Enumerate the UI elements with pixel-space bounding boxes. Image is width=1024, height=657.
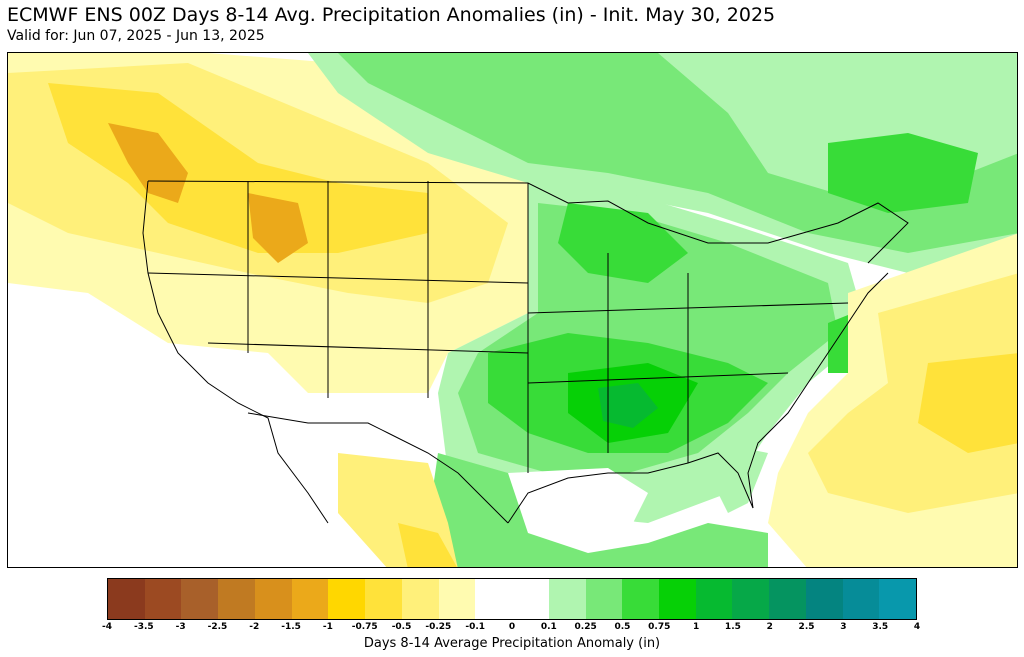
dry-region-idaho-deep	[248, 193, 308, 263]
colorbar-swatch	[475, 579, 513, 619]
colorbar-tick-label: -2.5	[207, 622, 228, 632]
colorbar-swatch	[695, 579, 733, 619]
colorbar-tick-label: 0.25	[574, 622, 597, 632]
colorbar-swatch	[805, 579, 843, 619]
colorbar-swatch	[732, 579, 770, 619]
precipitation-anomaly-map	[7, 52, 1018, 568]
political-borders	[142, 180, 909, 524]
state-line-8	[527, 372, 789, 384]
dry-region-atlantic-mid	[808, 273, 1017, 513]
colorbar-tick-label: -3	[175, 622, 186, 632]
wet-region-michigan	[558, 203, 688, 283]
dry-region-sierra-strong	[398, 523, 457, 567]
us-canada-border	[147, 180, 909, 264]
state-line-5	[147, 272, 529, 284]
neutral-region-southwest	[8, 293, 438, 523]
colorbar-swatch	[622, 579, 660, 619]
west-coastline	[142, 180, 329, 524]
colorbar-label: Days 8-14 Average Precipitation Anomaly …	[363, 636, 661, 651]
map-subtitle: Valid for: Jun 07, 2025 - Jun 13, 2025	[7, 28, 265, 44]
colorbar-tick-label: 2	[766, 622, 773, 632]
colorbar-swatch	[512, 579, 549, 619]
wet-region-canada-mid	[338, 53, 1017, 253]
colorbar-swatch	[842, 579, 880, 619]
colorbar-swatch	[365, 579, 402, 619]
colorbar	[107, 578, 917, 620]
colorbar-tick-label: -3.5	[133, 622, 154, 632]
state-line-6	[207, 342, 529, 354]
colorbar-swatch	[328, 579, 366, 619]
colorbar-swatch	[438, 579, 476, 619]
colorbar-tick-label: -0.75	[351, 622, 378, 632]
colorbar-swatch	[769, 579, 806, 619]
colorbar-swatch	[401, 579, 439, 619]
neutral-region-gulf	[508, 468, 648, 543]
colorbar-tick-label: 4	[913, 622, 921, 632]
colorbar-swatch	[659, 579, 696, 619]
colorbar-tick-label: 3.5	[872, 622, 889, 632]
wet-region-mexico	[428, 453, 768, 567]
colorbar-tick-label: 2.5	[798, 622, 815, 632]
colorbar-swatch	[585, 579, 623, 619]
colorbar-swatch	[548, 579, 586, 619]
colorbar-swatch	[144, 579, 182, 619]
colorbar-tick-label: -1	[322, 622, 333, 632]
colorbar-tick-label: 1	[692, 622, 700, 632]
colorbar-swatch	[291, 579, 329, 619]
colorbar-tick-label: 3	[840, 622, 847, 632]
colorbar-tick-label: -0.25	[425, 622, 452, 632]
wet-region-florida	[708, 443, 768, 513]
colorbar-swatch	[879, 579, 917, 619]
us-mexico-border	[247, 412, 509, 524]
colorbar-swatch	[181, 579, 219, 619]
colorbar-ticks: -4 -3.5 -3 -2.5 -2 -1.5 -1 -0.75 -0.5 -0.25 -0.1 0 0…	[102, 622, 921, 636]
wet-region-mississippi-deepest	[598, 383, 658, 428]
colorbar-swatch	[108, 579, 145, 619]
map-title: ECMWF ENS 00Z Days 8-14 Avg. Precipitati…	[7, 4, 776, 26]
colorbar-tick-label: -4	[102, 622, 112, 632]
colorbar-swatch	[218, 579, 255, 619]
colorbar-tick-label: 1.5	[724, 622, 741, 632]
wet-region-quebec-deep	[828, 133, 978, 213]
colorbar-tick-label: 0.1	[540, 622, 557, 632]
colorbar-tick-label: -1.5	[281, 622, 301, 632]
gulf-coastline	[507, 452, 754, 524]
state-line-10	[527, 302, 849, 314]
colorbar-tick-label: 0.75	[648, 622, 671, 632]
east-coastline	[747, 272, 889, 509]
dry-region-cascades-deep	[108, 123, 188, 203]
colorbar-tick-label: 0.5	[614, 622, 631, 632]
colorbar-tick-label: -0.5	[391, 622, 412, 632]
colorbar-swatch	[254, 579, 292, 619]
colorbar-tick-label: -2	[249, 622, 260, 632]
colorbar-tick-label: -0.1	[465, 622, 486, 632]
colorbar-tick-label: 0	[508, 622, 516, 632]
dry-region-atlantic-strong	[918, 353, 1017, 453]
map-canvas	[8, 53, 1017, 567]
dry-region-west-strong	[48, 83, 428, 253]
